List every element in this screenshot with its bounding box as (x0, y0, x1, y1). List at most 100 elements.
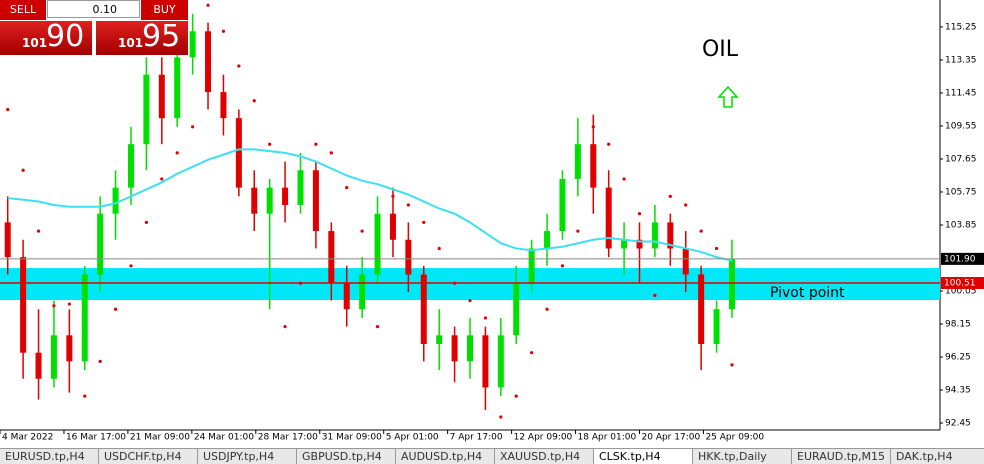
up-arrow (717, 85, 739, 108)
candle-body (436, 335, 443, 344)
candle-body (605, 187, 612, 249)
sar-dot (175, 151, 179, 155)
sar-dot (113, 307, 118, 311)
ask-big: 95 (142, 19, 181, 54)
y-tick-label: 94.35 (945, 386, 971, 396)
sar-dot (6, 107, 10, 112)
sar-dot (530, 351, 534, 355)
bid-big: 90 (46, 19, 85, 54)
x-tick-label: 5 Apr 01:00 (386, 433, 439, 443)
x-tick-label: 18 Apr 01:00 (578, 433, 637, 443)
sar-dot (345, 186, 349, 190)
candle-body (497, 335, 504, 388)
candle-body (651, 222, 658, 249)
moving-average (7, 148, 733, 262)
candle-body (389, 213, 396, 240)
candle-body (50, 335, 57, 379)
candle-body (682, 248, 689, 275)
sar-dot (714, 246, 719, 251)
candle-body (97, 213, 104, 275)
x-tick-label: 20 Apr 17:00 (642, 433, 701, 443)
candle-body (312, 170, 319, 232)
x-tick-label: 28 Mar 17:00 (258, 433, 318, 443)
candle-body (328, 231, 335, 284)
buy-button[interactable]: BUY (141, 0, 188, 20)
chart-tab[interactable]: XAUUSD.tp,H4 (495, 449, 594, 464)
price-label-bg (941, 252, 984, 265)
pivot-label: Pivot point (770, 285, 845, 301)
candle-body (374, 213, 381, 275)
candle-body (220, 92, 227, 119)
sar-dot (98, 359, 102, 363)
chart: 92.45 94.35 96.25 98.15 100.05 103.85 105.75 10… (0, 0, 984, 443)
sar-dot (252, 99, 256, 103)
candle-body (667, 222, 674, 249)
tab-bar: EURUSD.tp,H4 USDCHF.tp,H4 USDJPY.tp,H4 GBPU… (0, 448, 984, 464)
pivot-band (0, 268, 940, 301)
chart-tab[interactable]: HKK.tp,Daily (693, 449, 792, 464)
chart-tab[interactable]: GBPUSD.tp,H4 (297, 449, 396, 464)
y-tick-label: 105.75 (945, 187, 977, 197)
sar-dot (637, 212, 642, 216)
x-tick-label: 24 Mar 01:00 (194, 433, 254, 443)
candle-body (467, 335, 473, 362)
sar-dot (160, 177, 164, 181)
y-tick-label: 98.15 (945, 320, 971, 330)
candle-body (4, 222, 11, 258)
sar-dot (653, 293, 657, 297)
sar-dot (360, 229, 364, 233)
x-tick-label: 21 Mar 09:00 (130, 433, 190, 443)
chart-tab[interactable]: CLSK.tp,H4 (594, 449, 693, 464)
candle-body (282, 187, 289, 206)
chart-tab[interactable]: DAK.tp,H4 (891, 449, 984, 464)
candle-body (297, 170, 304, 206)
y-tick-label: 115.25 (945, 22, 977, 32)
sar-dot (576, 229, 580, 233)
y-tick-label: 92.45 (945, 419, 971, 429)
chart-tab[interactable]: USDCHF.tp,H4 (99, 449, 198, 464)
ask-price[interactable]: 101 95 (96, 19, 188, 55)
candle-body (251, 187, 258, 214)
candle-body (420, 274, 427, 344)
sar-dot (684, 203, 688, 207)
ask-small: 101 (118, 36, 144, 50)
sar-dot (391, 194, 395, 198)
sar-dot (375, 325, 380, 329)
sar-dot (499, 415, 503, 419)
candle-body (359, 274, 366, 310)
price-label: 101.90 (944, 254, 976, 264)
sar-dot (622, 177, 626, 181)
candle-body (559, 178, 566, 232)
sell-button[interactable]: SELL (0, 0, 46, 20)
sar-dot (468, 298, 472, 303)
candle-body (574, 144, 581, 179)
chart-tab[interactable]: EURUSD.tp,H4 (0, 449, 99, 464)
trade-panel: SELL 0.10 BUY 101 90 101 95 (0, 0, 188, 56)
x-tick-label: 7 Apr 17:00 (450, 433, 503, 443)
candle-body (205, 31, 212, 93)
chart-tab[interactable]: AUDUSD.tp,H4 (396, 449, 495, 464)
candle-body (174, 57, 181, 119)
bid-price[interactable]: 101 90 (0, 19, 92, 55)
candle-body (482, 335, 489, 388)
symbol-label: OIL (702, 37, 739, 62)
sar-dot (52, 304, 56, 308)
sar-dot (437, 246, 441, 251)
candle-body (35, 352, 42, 379)
candle-body (112, 187, 119, 214)
sar-dot (36, 229, 41, 233)
candle-body (189, 31, 196, 58)
chart-tab[interactable]: USDJPY.tp,H4 (198, 449, 297, 464)
x-tick-label: 4 Mar 2022 (2, 433, 53, 443)
lot-input[interactable]: 0.10 (47, 0, 140, 18)
x-tick-label: 25 Apr 09:00 (705, 433, 764, 443)
chart-tab[interactable]: EURAUD.tp,M15 (792, 449, 891, 464)
candle-body (405, 239, 412, 275)
candle-body (451, 335, 458, 362)
candle-body (621, 239, 628, 249)
sar-dot (607, 142, 611, 146)
candle-body (143, 74, 150, 145)
y-tick-label: 111.45 (945, 88, 977, 98)
sar-dot (144, 220, 148, 224)
candle-body (544, 231, 551, 249)
